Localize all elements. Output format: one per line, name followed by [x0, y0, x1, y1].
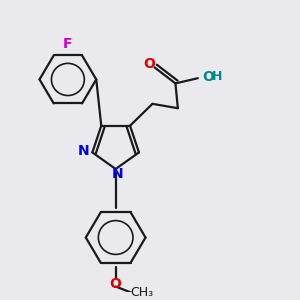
Text: H: H: [212, 70, 223, 83]
Text: O: O: [202, 70, 214, 84]
Text: N: N: [111, 167, 123, 181]
Text: O: O: [110, 277, 122, 291]
Text: N: N: [78, 144, 90, 158]
Text: F: F: [63, 38, 73, 51]
Text: CH₃: CH₃: [130, 286, 153, 299]
Text: O: O: [143, 57, 155, 71]
